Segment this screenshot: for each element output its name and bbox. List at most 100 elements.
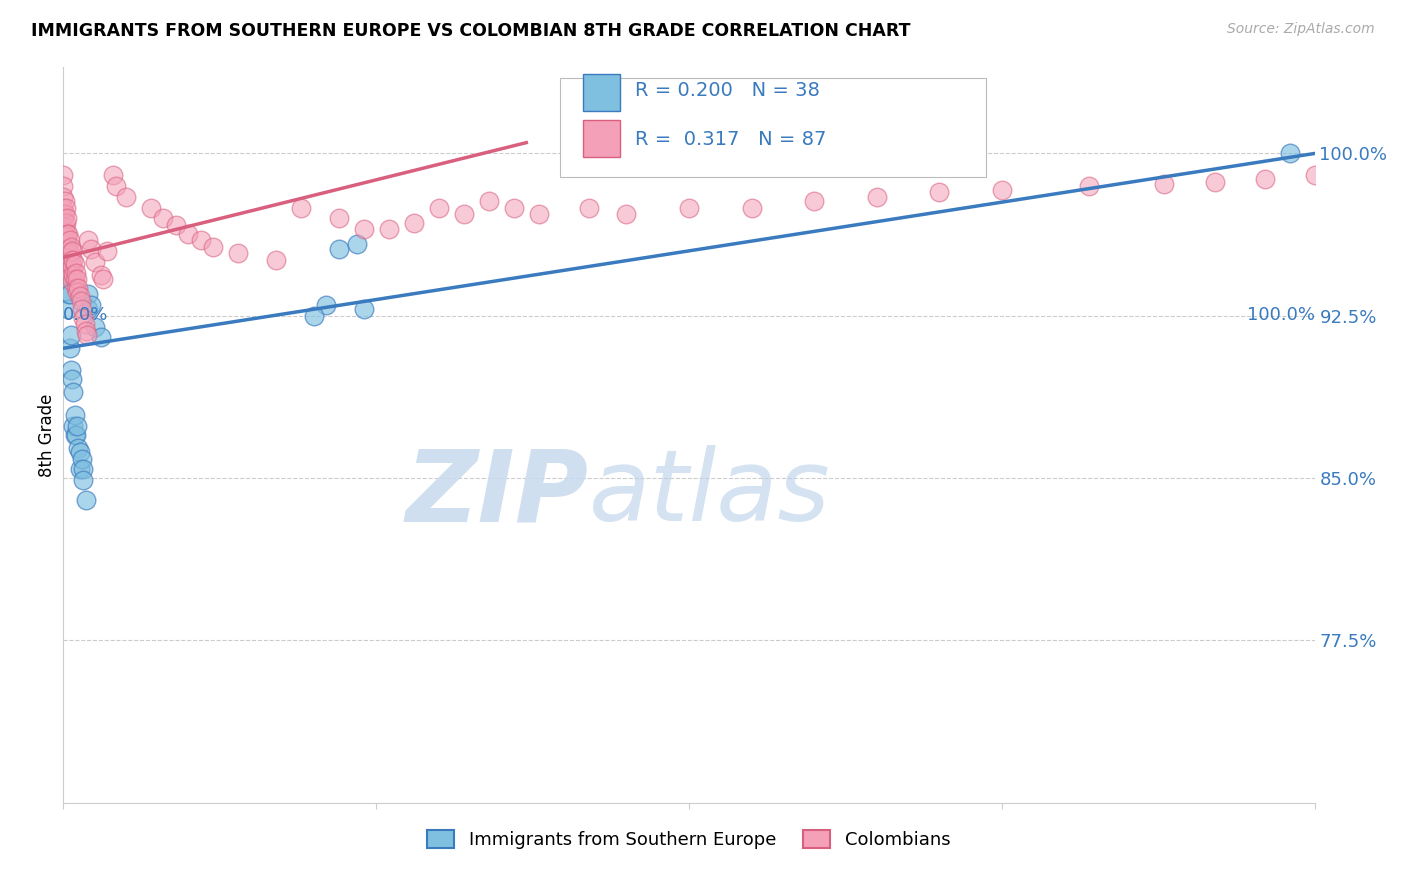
Point	[578, 201, 600, 215]
Point	[55, 201, 77, 215]
Point	[59, 328, 82, 343]
Text: IMMIGRANTS FROM SOUTHERN EUROPE VS COLOMBIAN 8TH GRADE CORRELATION CHART: IMMIGRANTS FROM SOUTHERN EUROPE VS COLOM…	[31, 22, 911, 40]
Point	[69, 445, 91, 459]
Point	[202, 239, 225, 253]
Point	[52, 190, 75, 204]
Point	[56, 227, 79, 241]
Text: R =  0.317   N = 87: R = 0.317 N = 87	[636, 130, 827, 149]
Point	[1303, 168, 1326, 182]
Point	[72, 462, 94, 476]
Point	[152, 211, 174, 226]
Point	[52, 222, 75, 236]
Point	[77, 287, 100, 301]
Point	[678, 201, 700, 215]
Point	[302, 309, 325, 323]
Point	[58, 287, 80, 301]
Point	[60, 371, 83, 385]
Point	[1153, 177, 1175, 191]
Point	[103, 168, 125, 182]
Point	[353, 222, 375, 236]
Point	[69, 462, 91, 476]
Point	[60, 244, 83, 258]
Point	[58, 302, 80, 317]
Point	[453, 207, 475, 221]
Point	[52, 168, 75, 182]
Y-axis label: 8th Grade: 8th Grade	[38, 393, 56, 476]
Point	[58, 233, 80, 247]
Point	[616, 207, 638, 221]
Point	[59, 252, 82, 267]
Point	[58, 257, 80, 271]
Point	[69, 289, 91, 303]
Point	[55, 228, 77, 243]
Point	[59, 363, 82, 377]
Point	[52, 222, 75, 236]
Point	[75, 492, 97, 507]
Bar	[582, 120, 620, 157]
Point	[991, 183, 1014, 197]
Point	[62, 419, 84, 434]
Point	[58, 227, 80, 241]
Point	[803, 194, 825, 208]
Point	[58, 341, 80, 355]
Point	[96, 244, 118, 258]
Point	[527, 207, 550, 221]
Point	[55, 216, 77, 230]
Point	[55, 233, 77, 247]
Point	[328, 242, 350, 256]
Point	[76, 328, 98, 343]
Point	[53, 237, 76, 252]
Point	[77, 233, 100, 247]
Point	[70, 451, 93, 466]
Point	[65, 427, 87, 442]
Point	[52, 201, 75, 215]
Point	[77, 302, 100, 317]
Point	[55, 242, 77, 256]
Point	[65, 266, 87, 280]
Point	[56, 242, 79, 256]
Point	[741, 201, 763, 215]
Point	[53, 220, 76, 235]
Point	[1204, 175, 1226, 189]
Point	[56, 211, 79, 226]
Point	[502, 201, 524, 215]
Point	[177, 227, 200, 241]
Point	[59, 268, 82, 282]
Point	[53, 244, 76, 258]
Point	[63, 272, 86, 286]
Point	[427, 201, 450, 215]
Point	[63, 409, 86, 423]
Point	[52, 211, 75, 226]
Legend: Immigrants from Southern Europe, Colombians: Immigrants from Southern Europe, Colombi…	[420, 822, 957, 856]
Text: Source: ZipAtlas.com: Source: ZipAtlas.com	[1227, 22, 1375, 37]
Point	[139, 201, 162, 215]
Text: atlas: atlas	[589, 445, 831, 542]
Point	[63, 257, 86, 271]
Text: 0.0%: 0.0%	[63, 306, 108, 324]
Point	[59, 239, 82, 253]
Point	[60, 259, 83, 273]
Point	[70, 302, 93, 317]
Point	[52, 178, 75, 193]
Point	[63, 427, 86, 442]
FancyBboxPatch shape	[560, 78, 986, 178]
Point	[62, 268, 84, 282]
Point	[83, 319, 105, 334]
Point	[165, 218, 187, 232]
Point	[58, 261, 80, 276]
Point	[55, 244, 77, 258]
Point	[69, 293, 91, 308]
Point	[56, 257, 79, 271]
Point	[53, 207, 76, 221]
Point	[53, 194, 76, 208]
Point	[72, 310, 94, 325]
Point	[80, 242, 103, 256]
Point	[62, 384, 84, 399]
Point	[53, 233, 76, 247]
Point	[56, 268, 79, 282]
Point	[60, 274, 83, 288]
Point	[58, 246, 80, 260]
Point	[66, 272, 89, 286]
Point	[264, 252, 287, 267]
Text: R = 0.200   N = 38: R = 0.200 N = 38	[636, 81, 820, 100]
